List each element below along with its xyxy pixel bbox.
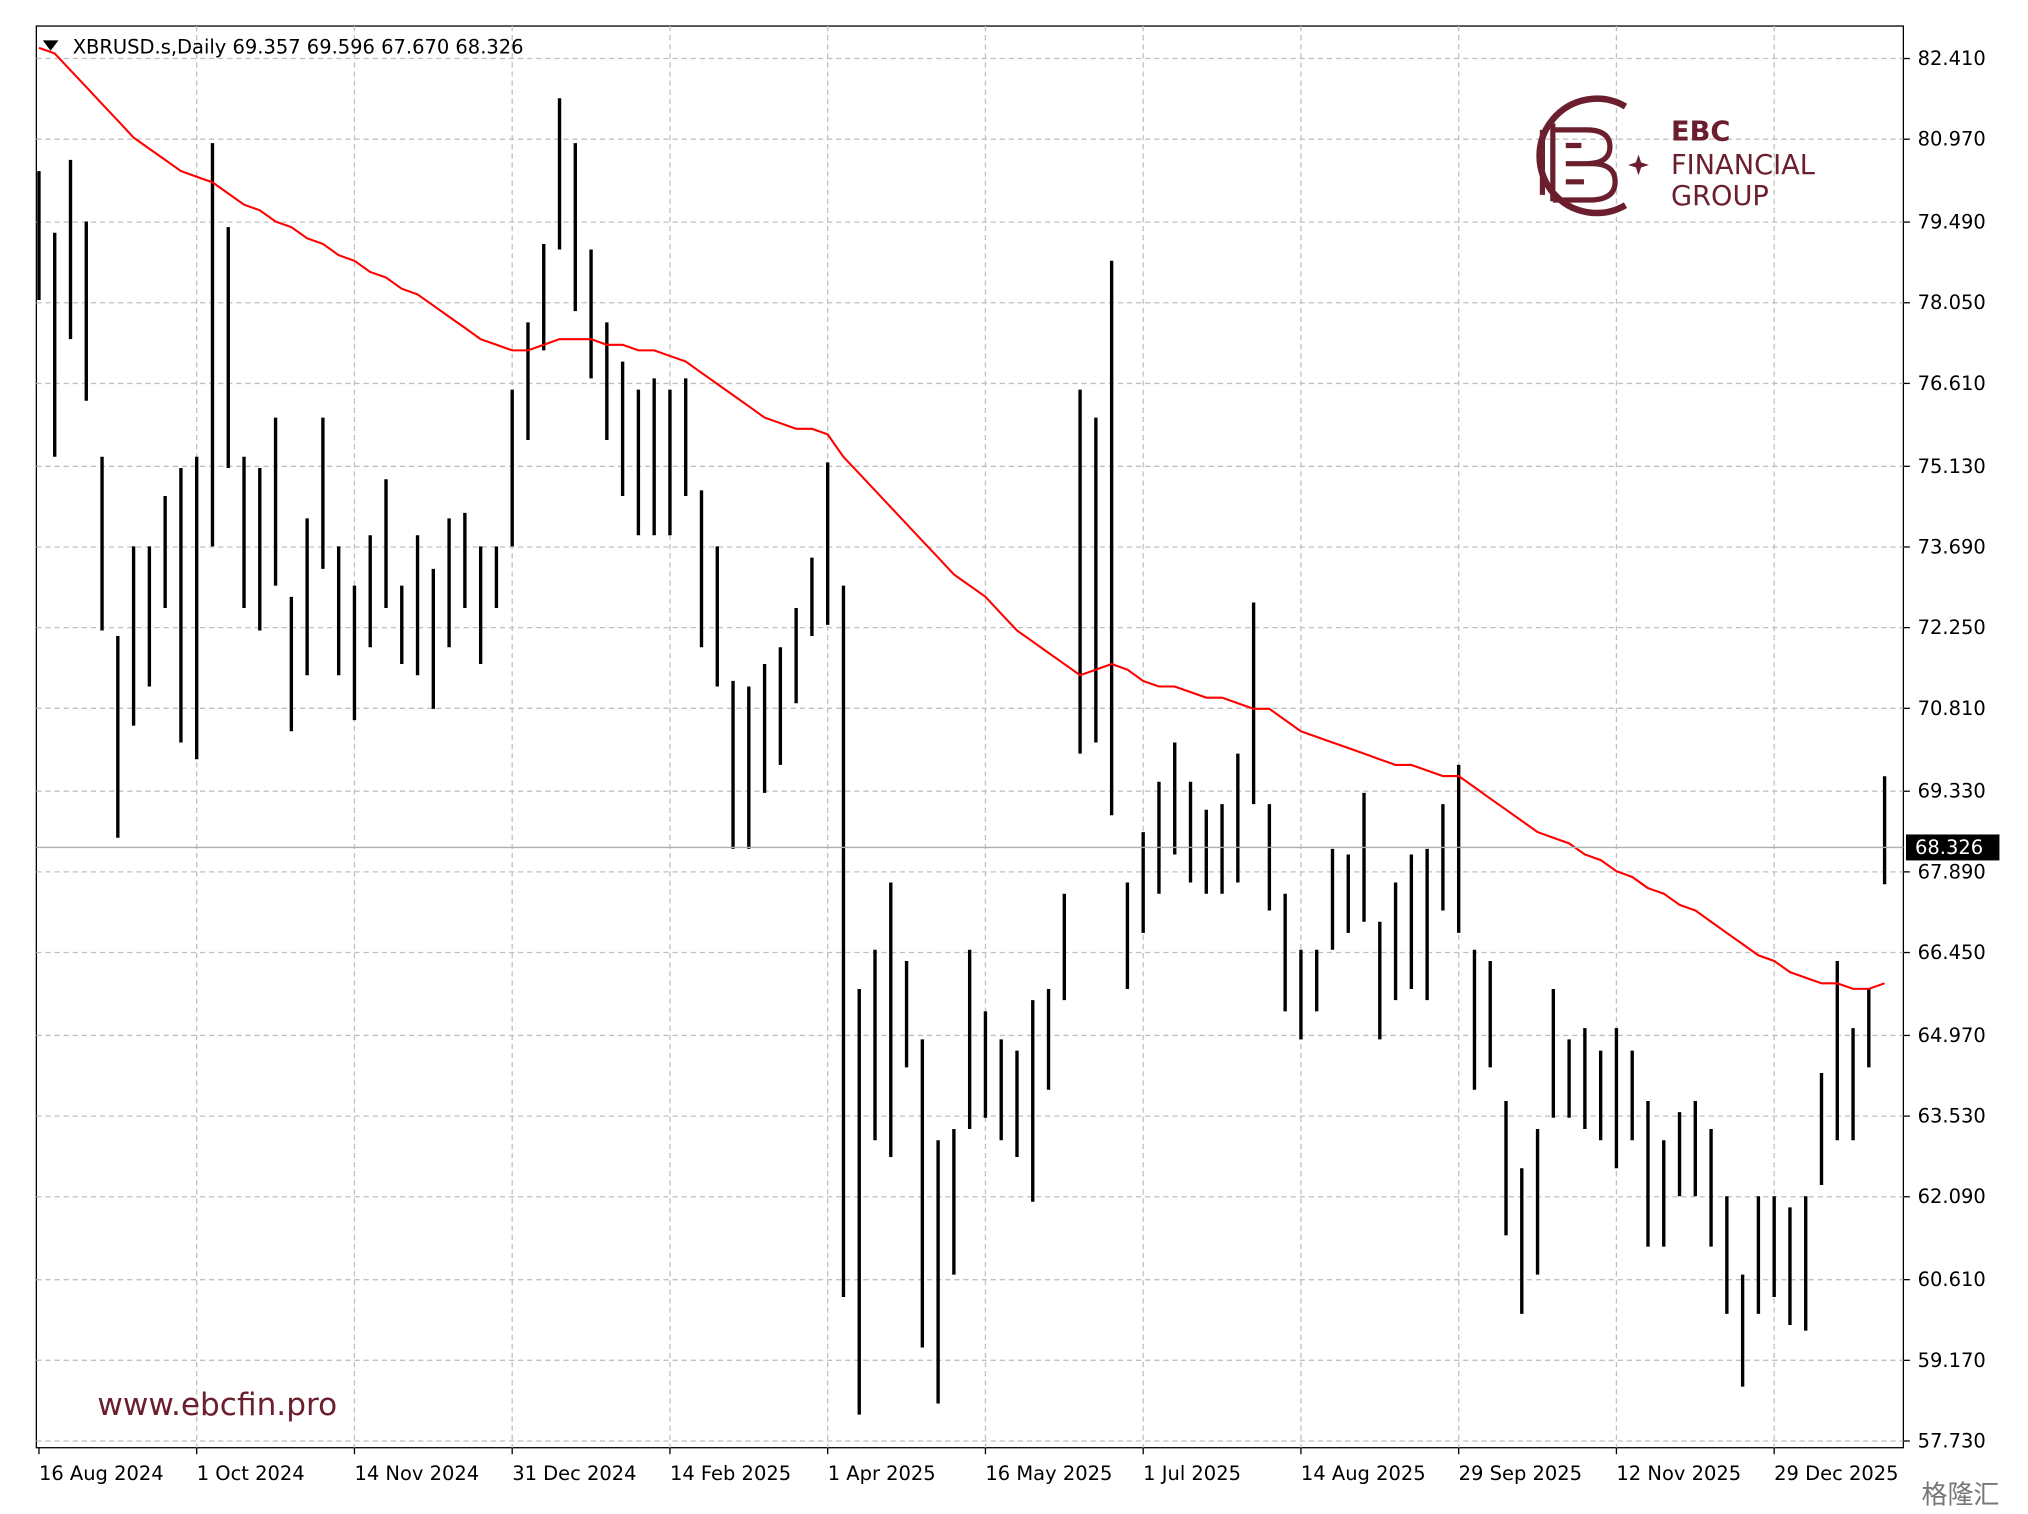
y-tick-label: 75.130 bbox=[1918, 455, 1986, 478]
x-tick-label: 12 Nov 2025 bbox=[1616, 1462, 1741, 1485]
x-tick-label: 1 Jul 2025 bbox=[1143, 1462, 1241, 1485]
logo-star bbox=[1628, 154, 1649, 176]
y-tick-label: 62.090 bbox=[1918, 1185, 1986, 1208]
x-tick-label: 29 Dec 2025 bbox=[1774, 1462, 1898, 1485]
logo-mark bbox=[1539, 123, 1618, 203]
y-tick-label: 73.690 bbox=[1918, 535, 1986, 558]
logo-text: FINANCIAL bbox=[1671, 150, 1816, 181]
y-tick-label: 76.610 bbox=[1918, 372, 1986, 395]
x-tick-label: 29 Sep 2025 bbox=[1459, 1462, 1582, 1485]
x-tick-label: 14 Nov 2024 bbox=[354, 1462, 479, 1485]
y-tick-label: 72.250 bbox=[1918, 616, 1986, 639]
last-price-label: 68.326 bbox=[1915, 836, 1983, 859]
x-tick-label: 16 Aug 2024 bbox=[39, 1462, 164, 1485]
y-tick-label: 70.810 bbox=[1918, 697, 1986, 720]
y-tick-label: 64.970 bbox=[1918, 1024, 1986, 1047]
x-tick-label: 16 May 2025 bbox=[985, 1462, 1112, 1485]
x-tick-label: 14 Feb 2025 bbox=[670, 1462, 791, 1485]
x-tick-label: 1 Oct 2024 bbox=[197, 1462, 305, 1485]
y-tick-label: 69.330 bbox=[1918, 780, 1986, 803]
logo-text: GROUP bbox=[1671, 181, 1769, 212]
chart-header: XBRUSD.s,Daily 69.357 69.596 67.670 68.3… bbox=[73, 35, 524, 58]
y-tick-label: 66.450 bbox=[1918, 941, 1986, 964]
y-tick-label: 67.890 bbox=[1918, 860, 1986, 883]
y-tick-label: 82.410 bbox=[1918, 47, 1986, 70]
y-tick-label: 60.610 bbox=[1918, 1268, 1986, 1291]
watermark: 格隆汇 bbox=[1922, 1481, 2000, 1511]
logo: EBC FINANCIAL GROUP bbox=[1536, 95, 1816, 217]
x-tick-label: 14 Aug 2025 bbox=[1301, 1462, 1426, 1485]
logo-text: EBC bbox=[1671, 116, 1730, 147]
y-tick-label: 63.530 bbox=[1918, 1105, 1986, 1128]
website: www.ebcfin.pro bbox=[97, 1387, 337, 1423]
x-tick-label: 31 Dec 2024 bbox=[512, 1462, 636, 1485]
last-price-box bbox=[1905, 834, 2000, 861]
y-tick-label: 80.970 bbox=[1918, 128, 1986, 151]
moving-average bbox=[38, 46, 1885, 990]
marks bbox=[36, 46, 1904, 1415]
header-arrow bbox=[42, 40, 59, 51]
y-tick-label: 79.490 bbox=[1918, 211, 1986, 234]
y-tick-label: 78.050 bbox=[1918, 291, 1986, 314]
y-tick-label: 59.170 bbox=[1918, 1349, 1986, 1372]
y-tick-label: 57.730 bbox=[1918, 1429, 1986, 1452]
plot-frame bbox=[35, 25, 1905, 1449]
logo-ring bbox=[1536, 95, 1628, 217]
grid bbox=[36, 26, 1904, 1448]
x-tick-label: 1 Apr 2025 bbox=[828, 1462, 936, 1485]
